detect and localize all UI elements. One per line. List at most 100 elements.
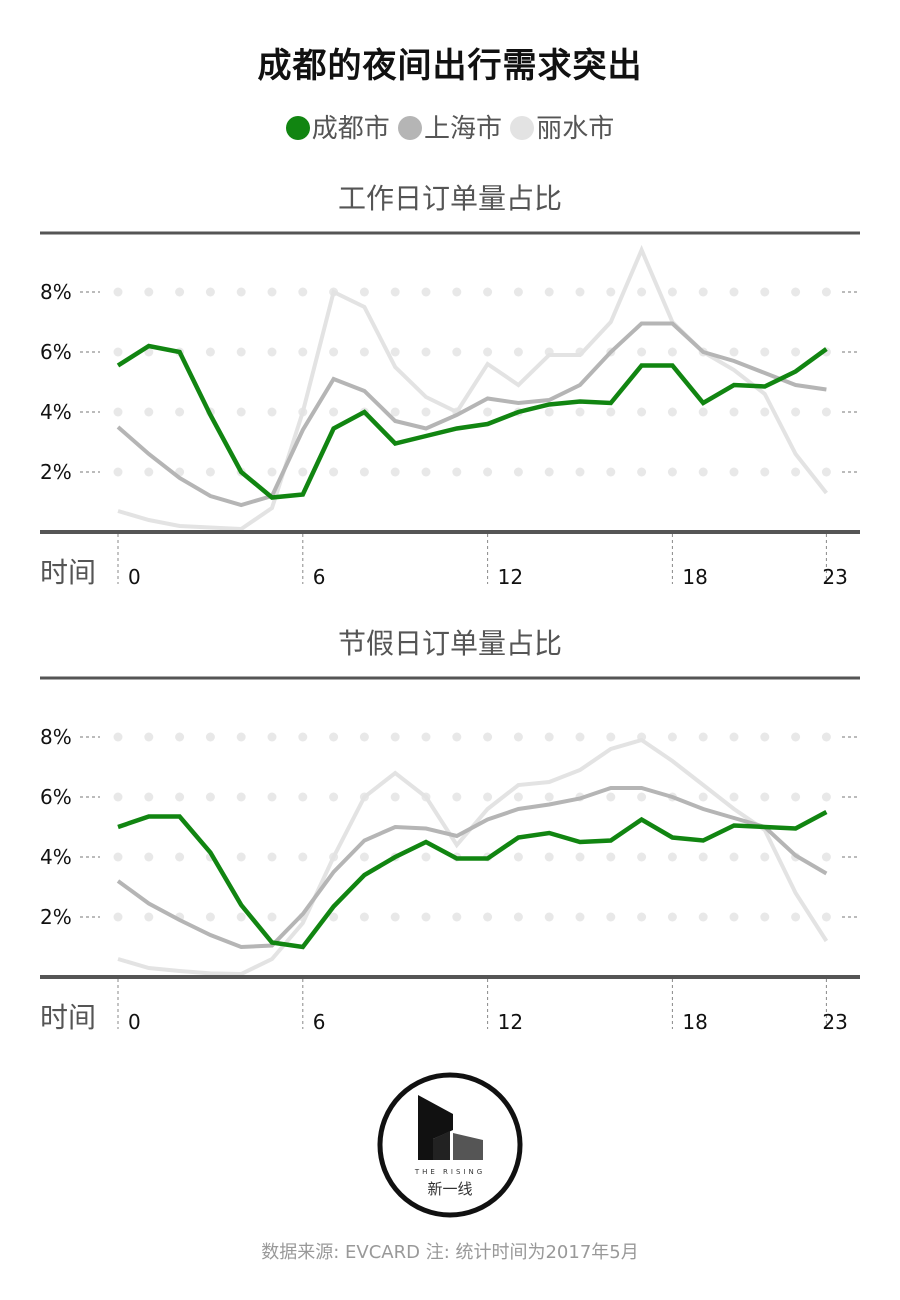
- grid-dot: [544, 407, 554, 417]
- grid-dot: [236, 912, 246, 922]
- x-tick-label: 0: [128, 1010, 141, 1034]
- grid-dot: [175, 287, 185, 297]
- grid-dot: [144, 407, 154, 417]
- series-line-丽水市: [117, 244, 828, 532]
- grid-dot: [113, 407, 123, 417]
- grid-dot: [760, 792, 770, 802]
- grid-dot: [421, 287, 431, 297]
- grid-dot: [791, 347, 801, 357]
- grid-dot: [236, 852, 246, 862]
- grid-dot: [359, 732, 369, 742]
- grid-dot: [267, 852, 277, 862]
- grid-dot: [205, 347, 215, 357]
- grid-dot: [698, 407, 708, 417]
- grid-dot: [298, 792, 308, 802]
- grid-dot: [760, 467, 770, 477]
- grid-dot: [359, 287, 369, 297]
- grid-dot: [575, 407, 585, 417]
- x-tick-label: 12: [498, 565, 523, 589]
- grid-dot: [329, 467, 339, 477]
- grid-dot: [298, 732, 308, 742]
- grid-dot: [544, 287, 554, 297]
- grid-dot: [483, 407, 493, 417]
- grid-dot: [113, 287, 123, 297]
- grid-dot: [760, 852, 770, 862]
- y-tick-label: 4%: [40, 845, 72, 869]
- series-line-上海市: [116, 321, 827, 508]
- grid-dot: [236, 732, 246, 742]
- grid-dot: [483, 347, 493, 357]
- grid-dot: [421, 407, 431, 417]
- grid-dot: [359, 852, 369, 862]
- grid-dot: [760, 732, 770, 742]
- grid-dot: [698, 467, 708, 477]
- grid-dot: [698, 287, 708, 297]
- grid-dot: [606, 467, 616, 477]
- grid-dot: [606, 792, 616, 802]
- grid-dot: [698, 732, 708, 742]
- grid-dot: [144, 287, 154, 297]
- grid-dot: [483, 792, 493, 802]
- grid-dot: [606, 912, 616, 922]
- series-line-成都市: [116, 343, 828, 500]
- grid-dot: [821, 792, 831, 802]
- grid-dot: [791, 287, 801, 297]
- grid-dot: [144, 732, 154, 742]
- grid-dot: [575, 732, 585, 742]
- grid-dot: [513, 467, 523, 477]
- grid-dot: [791, 912, 801, 922]
- logo-name: 新一线: [427, 1180, 472, 1198]
- x-axis-title: 时间: [40, 556, 96, 589]
- grid-dot: [421, 852, 431, 862]
- grid-dot: [298, 467, 308, 477]
- x-tick-label: 18: [682, 565, 707, 589]
- grid-dot: [637, 852, 647, 862]
- grid-dot: [821, 732, 831, 742]
- y-tick-label: 2%: [40, 460, 72, 484]
- grid-dot: [205, 287, 215, 297]
- grid-dot: [575, 912, 585, 922]
- grid-dot: [729, 732, 739, 742]
- grid-dot: [544, 467, 554, 477]
- grid-dot: [606, 852, 616, 862]
- grid-dot: [667, 852, 677, 862]
- grid-dot: [637, 407, 647, 417]
- x-axis-title: 时间: [40, 1001, 96, 1034]
- grid-dot: [637, 792, 647, 802]
- weekday-line-chart: 2% 4% 6% 8% 0 6 12 18 23 时间: [40, 231, 860, 589]
- grid-dot: [821, 912, 831, 922]
- grid-dot: [544, 792, 554, 802]
- grid-dot: [421, 732, 431, 742]
- grid-dot: [175, 852, 185, 862]
- grid-dot: [452, 347, 462, 357]
- grid-dot: [390, 792, 400, 802]
- grid-dot: [606, 407, 616, 417]
- legend-label-shanghai: 上海市: [423, 114, 502, 144]
- grid-dot: [729, 852, 739, 862]
- grid-dot: [175, 732, 185, 742]
- grid-dot: [329, 407, 339, 417]
- grid-dot: [821, 287, 831, 297]
- grid-dot: [236, 287, 246, 297]
- chart-title: 成都的夜间出行需求突出: [257, 46, 643, 86]
- grid-dot: [667, 912, 677, 922]
- grid-dot: [575, 852, 585, 862]
- grid-dot: [298, 347, 308, 357]
- grid-dot: [760, 912, 770, 922]
- grid-dot: [144, 852, 154, 862]
- grid-dot: [637, 347, 647, 357]
- grid-dot: [452, 792, 462, 802]
- series-line-上海市: [116, 786, 828, 950]
- grid-dot: [113, 912, 123, 922]
- grid-dot: [544, 732, 554, 742]
- logo-mark-mid: [433, 1131, 450, 1160]
- grid-dot: [390, 467, 400, 477]
- grid-dot: [698, 912, 708, 922]
- y-tick-label: 6%: [40, 340, 72, 364]
- grid-dot: [390, 287, 400, 297]
- grid-dot: [729, 407, 739, 417]
- grid-dot: [267, 347, 277, 357]
- grid-dot: [760, 347, 770, 357]
- grid-dot: [791, 407, 801, 417]
- legend-swatch-chengdu: [285, 116, 310, 140]
